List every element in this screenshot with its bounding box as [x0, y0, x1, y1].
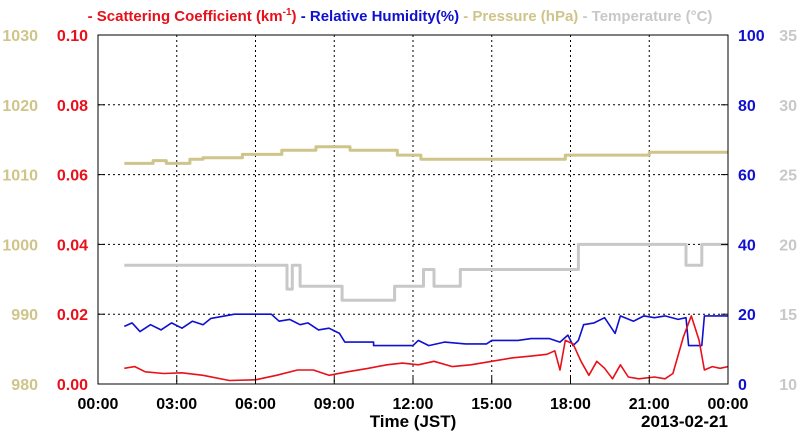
humidity-tick-label: 100 — [738, 28, 765, 45]
temperature-tick-label: 15 — [779, 307, 797, 324]
scattering-tick-label: 0.04 — [57, 237, 88, 254]
scattering-tick-label: 0.06 — [57, 168, 88, 185]
pressure-tick-label: 990 — [11, 307, 38, 324]
date-label: 2013-02-21 — [641, 412, 728, 431]
pressure-tick-label: 980 — [11, 377, 38, 394]
pressure-tick-label: 1010 — [2, 168, 38, 185]
legend-entry-scattering: - Scattering Coefficient (km-1) — [88, 7, 297, 25]
series-line-pressure — [124, 145, 728, 165]
temperature-tick-label: 30 — [779, 98, 797, 115]
legend-entry-temperature: - Temperature (°C) — [582, 8, 712, 25]
temperature-tick-label: 35 — [779, 28, 797, 45]
pressure-tick-label: 1030 — [2, 28, 38, 45]
series-line-humidity — [123, 313, 728, 347]
scattering-tick-label: 0.10 — [57, 28, 88, 45]
temperature-tick-label: 10 — [779, 377, 797, 394]
series-line-temperature — [124, 242, 728, 302]
temperature-tick-label: 20 — [779, 237, 797, 254]
legend-entry-humidity: - Relative Humidity(%) — [301, 8, 459, 25]
x-tick-label: 03:00 — [156, 396, 197, 413]
x-tick-label: 00:00 — [78, 396, 119, 413]
humidity-tick-label: 0 — [738, 377, 747, 394]
legend-entry-pressure: - Pressure (hPa) — [463, 8, 578, 25]
humidity-tick-label: 60 — [738, 168, 756, 185]
pressure-tick-label: 1000 — [2, 237, 38, 254]
humidity-tick-label: 80 — [738, 98, 756, 115]
x-tick-label: 21:00 — [629, 396, 670, 413]
x-tick-label: 18:00 — [550, 396, 591, 413]
humidity-tick-label: 20 — [738, 307, 756, 324]
pressure-tick-label: 1020 — [2, 98, 38, 115]
scattering-tick-label: 0.00 — [57, 377, 88, 394]
axis-ticks: 00:00 03:00 06:00 09:00 12:00 15:00 18:00 21:00… — [2, 28, 797, 413]
legend: - Scattering Coefficient (km-1) - Relati… — [88, 7, 713, 25]
series-layer — [123, 145, 729, 382]
x-tick-label: 15:00 — [471, 396, 512, 413]
scattering-tick-label: 0.08 — [57, 98, 88, 115]
x-tick-label: 00:00 — [708, 396, 749, 413]
temperature-tick-label: 25 — [779, 168, 797, 185]
scattering-tick-label: 0.02 — [57, 307, 88, 324]
x-tick-label: 09:00 — [314, 396, 355, 413]
humidity-tick-label: 40 — [738, 237, 756, 254]
grid-lines — [98, 35, 728, 384]
x-axis-label: Time (JST) — [370, 412, 457, 431]
series-line-scattering — [124, 315, 729, 382]
x-tick-label: 06:00 — [235, 396, 276, 413]
x-tick-label: 12:00 — [393, 396, 434, 413]
